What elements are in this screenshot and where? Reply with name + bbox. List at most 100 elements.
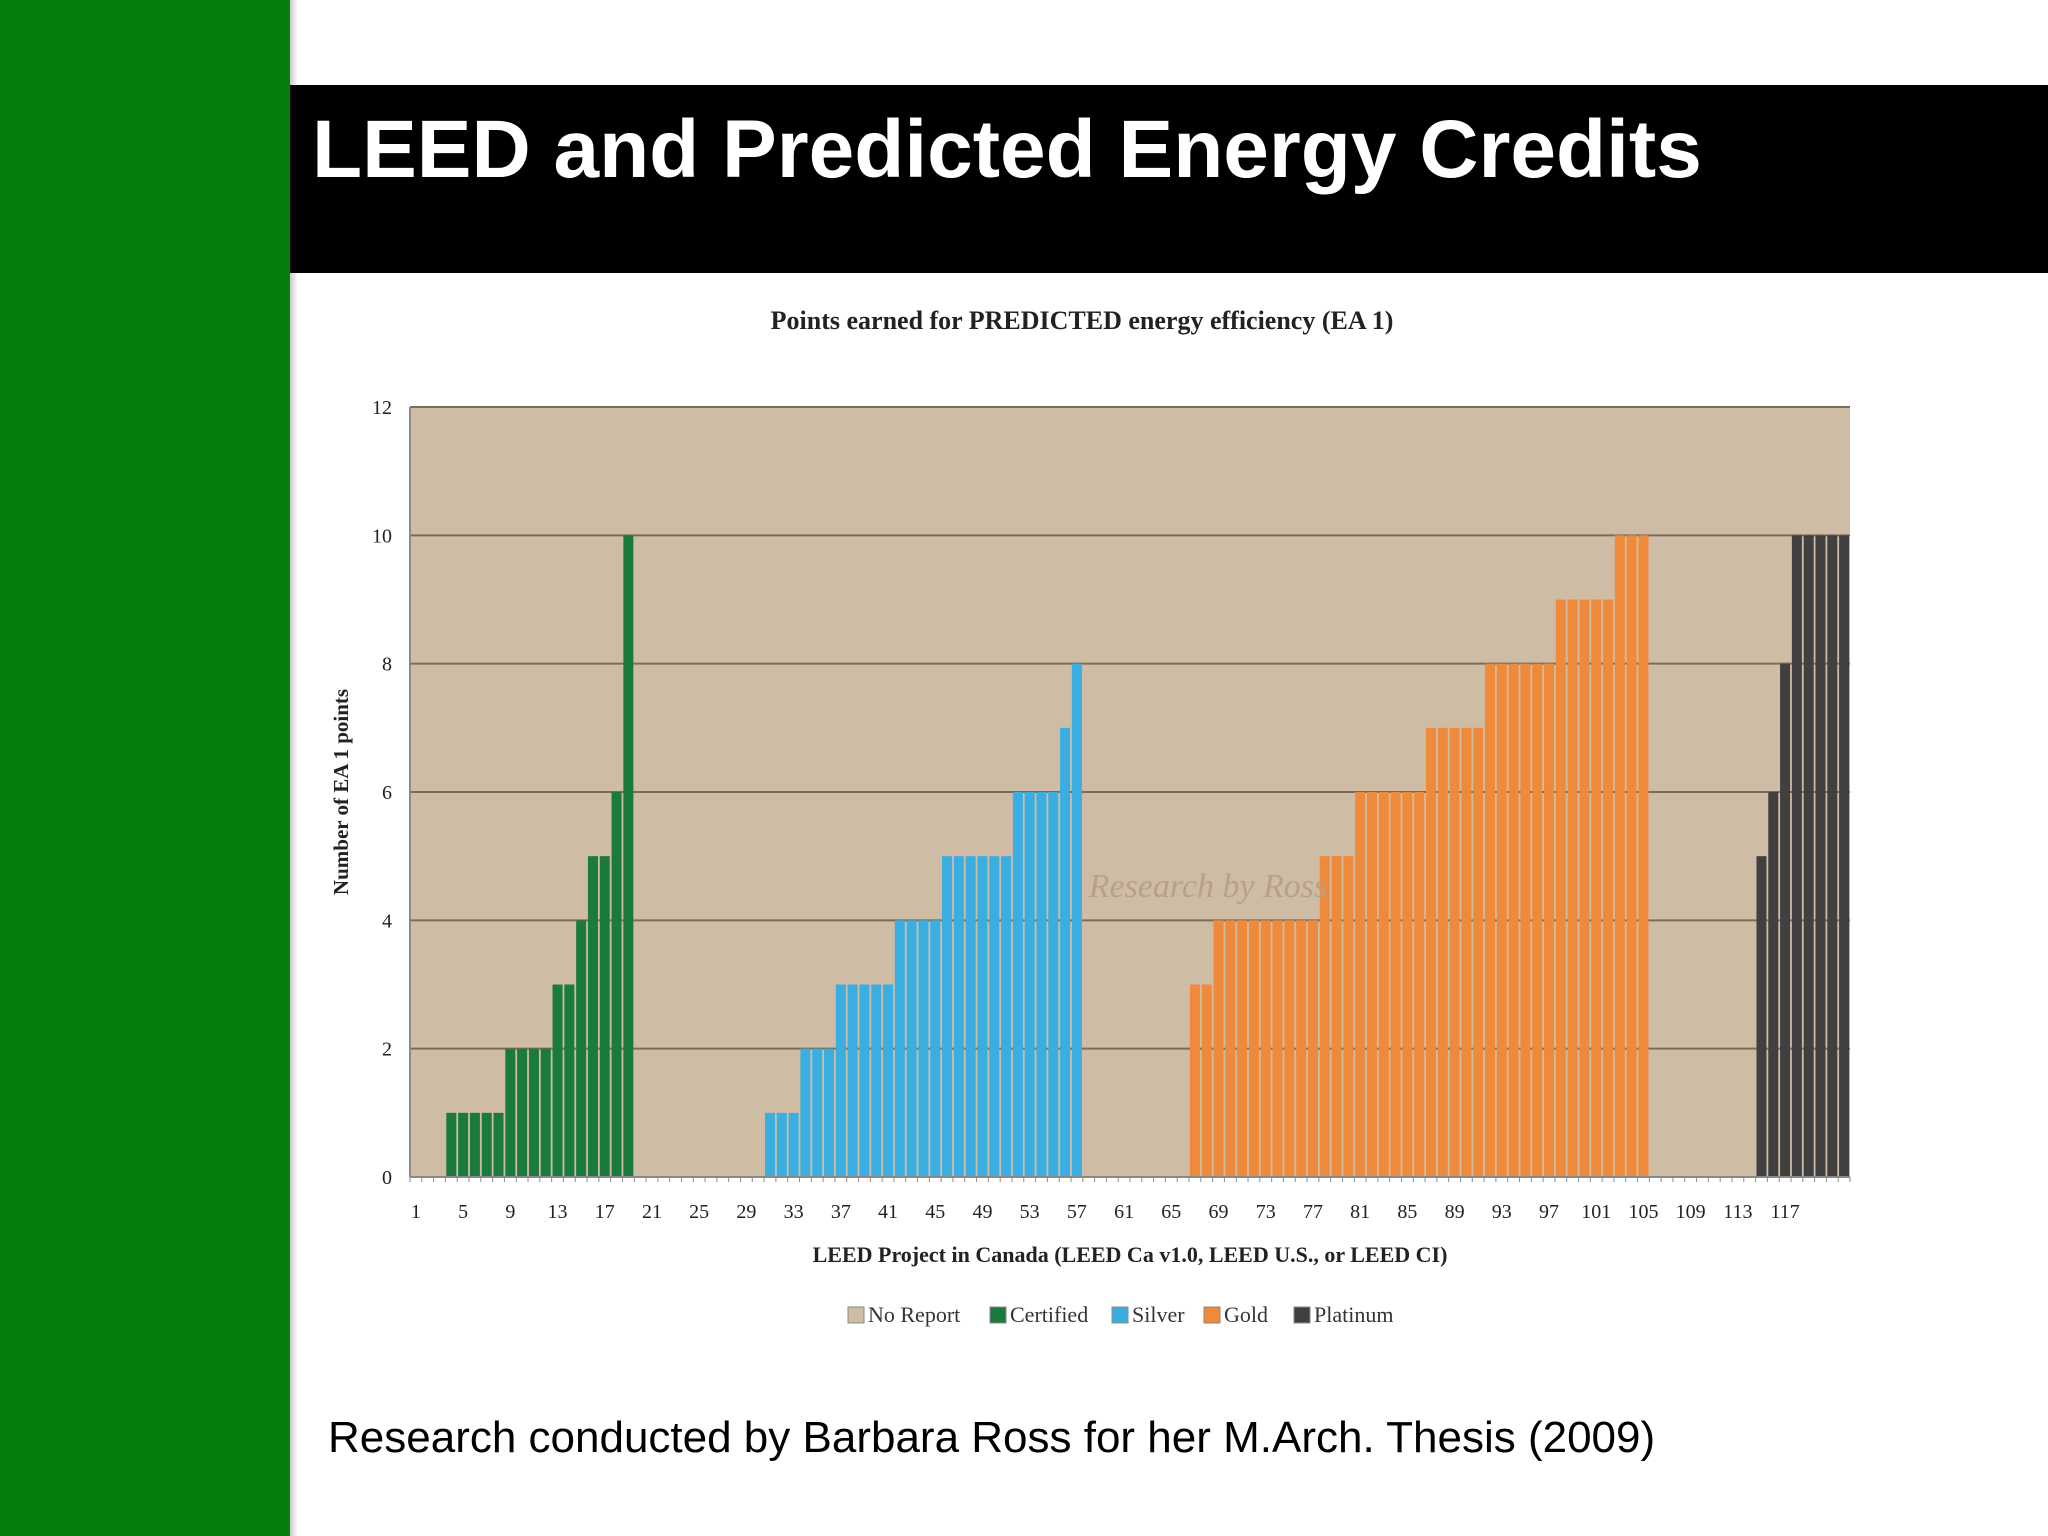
- x-tick-label: 29: [736, 1201, 756, 1223]
- bar-platinum-118: [1791, 535, 1802, 1177]
- bar-gold-86: [1414, 792, 1425, 1177]
- bar-gold-85: [1402, 792, 1413, 1177]
- legend-label: No Report: [868, 1302, 960, 1327]
- bar-silver-48: [965, 856, 976, 1177]
- bar-gold-98: [1555, 599, 1566, 1177]
- x-tick-label: 45: [925, 1201, 945, 1223]
- x-tick-label: 117: [1770, 1201, 1799, 1223]
- legend-label: Gold: [1224, 1302, 1268, 1327]
- y-tick-label: 0: [382, 1167, 392, 1189]
- bar-certified-19: [623, 535, 634, 1177]
- bar-silver-51: [1001, 856, 1012, 1177]
- bar-gold-94: [1508, 663, 1519, 1177]
- x-tick-label: 73: [1256, 1201, 1276, 1223]
- bar-silver-52: [1012, 792, 1023, 1177]
- sidebar-green-bar: [0, 0, 290, 1536]
- axes: 0 2 4 6 8 10 12 1 5 9 13 17 21 25 29 33 37 41 45 49 53 57 61 65…: [372, 397, 1851, 1223]
- y-tick-label: 10: [372, 525, 392, 547]
- bar-silver-34: [800, 1048, 811, 1177]
- bar-gold-73: [1260, 920, 1271, 1177]
- bar-gold-74: [1272, 920, 1283, 1177]
- bar-certified-14: [564, 984, 575, 1177]
- x-tick-label: 13: [548, 1201, 568, 1223]
- bar-platinum-121: [1827, 535, 1838, 1177]
- bar-silver-55: [1048, 792, 1059, 1177]
- bar-gold-96: [1532, 663, 1543, 1177]
- bar-gold-75: [1284, 920, 1295, 1177]
- y-tick-label: 4: [382, 910, 392, 932]
- x-tick-label: 25: [689, 1201, 709, 1223]
- bar-certified-16: [587, 856, 598, 1177]
- bar-gold-67: [1189, 984, 1200, 1177]
- bar-certified-17: [599, 856, 610, 1177]
- bar-certified-13: [552, 984, 563, 1177]
- bar-certified-15: [576, 920, 587, 1177]
- x-tick-label: 93: [1492, 1201, 1512, 1223]
- bar-gold-102: [1603, 599, 1614, 1177]
- legend-swatch-no-report: [847, 1306, 865, 1324]
- x-tick-label: 81: [1350, 1201, 1370, 1223]
- bars: [446, 535, 1850, 1177]
- bar-silver-35: [812, 1048, 823, 1177]
- x-tick-label: 77: [1303, 1201, 1323, 1223]
- x-tick-label: 65: [1161, 1201, 1181, 1223]
- x-tick-label: 5: [458, 1201, 468, 1223]
- bar-platinum-117: [1780, 663, 1791, 1177]
- bar-gold-101: [1591, 599, 1602, 1177]
- bar-certified-12: [540, 1048, 551, 1177]
- y-tick-label: 2: [382, 1039, 392, 1061]
- bar-gold-71: [1237, 920, 1248, 1177]
- bar-platinum-115: [1756, 856, 1767, 1177]
- bar-silver-36: [824, 1048, 835, 1177]
- bar-silver-54: [1036, 792, 1047, 1177]
- y-tick-label: 12: [372, 397, 392, 419]
- bar-certified-7: [481, 1112, 492, 1177]
- bar-silver-40: [871, 984, 882, 1177]
- bar-silver-37: [835, 984, 846, 1177]
- bar-gold-95: [1520, 663, 1531, 1177]
- bar-certified-8: [493, 1112, 504, 1177]
- bar-silver-46: [942, 856, 953, 1177]
- bar-platinum-116: [1768, 792, 1779, 1177]
- bar-certified-10: [517, 1048, 528, 1177]
- bar-gold-83: [1378, 792, 1389, 1177]
- x-tick-label: 17: [595, 1201, 615, 1223]
- bar-silver-56: [1060, 727, 1071, 1177]
- slide-title: LEED and Predicted Energy Credits: [312, 104, 1702, 195]
- y-axis-label: Number of EA 1 points: [329, 689, 353, 895]
- bar-silver-32: [776, 1112, 787, 1177]
- x-tick-label: 53: [1020, 1201, 1040, 1223]
- bar-gold-99: [1567, 599, 1578, 1177]
- bar-certified-11: [528, 1048, 539, 1177]
- title-band: [290, 85, 2048, 273]
- bar-silver-45: [930, 920, 941, 1177]
- bar-silver-49: [977, 856, 988, 1177]
- bar-silver-42: [894, 920, 905, 1177]
- x-tick-label: 49: [972, 1201, 992, 1223]
- bar-silver-47: [953, 856, 964, 1177]
- x-tick-label: 1: [411, 1201, 421, 1223]
- bar-gold-79: [1331, 856, 1342, 1177]
- x-tick-label: 61: [1114, 1201, 1134, 1223]
- bar-gold-90: [1461, 727, 1472, 1177]
- x-tick-label: 57: [1067, 1201, 1087, 1223]
- bar-silver-57: [1071, 663, 1082, 1177]
- bar-gold-68: [1201, 984, 1212, 1177]
- x-tick-label: 109: [1676, 1201, 1706, 1223]
- bar-gold-93: [1496, 663, 1507, 1177]
- bar-gold-80: [1343, 856, 1354, 1177]
- legend: No Report Certified Silver Gold Platinum: [847, 1302, 1393, 1327]
- bar-gold-81: [1355, 792, 1366, 1177]
- caption: Research conducted by Barbara Ross for h…: [328, 1413, 1656, 1462]
- legend-label: Platinum: [1314, 1302, 1393, 1327]
- bar-silver-43: [906, 920, 917, 1177]
- bar-certified-18: [611, 792, 622, 1177]
- bar-gold-78: [1319, 856, 1330, 1177]
- bar-gold-69: [1213, 920, 1224, 1177]
- x-tick-label: 69: [1209, 1201, 1229, 1223]
- bar-silver-38: [847, 984, 858, 1177]
- bar-gold-76: [1296, 920, 1307, 1177]
- legend-label: Certified: [1010, 1302, 1088, 1327]
- bar-silver-31: [764, 1112, 776, 1177]
